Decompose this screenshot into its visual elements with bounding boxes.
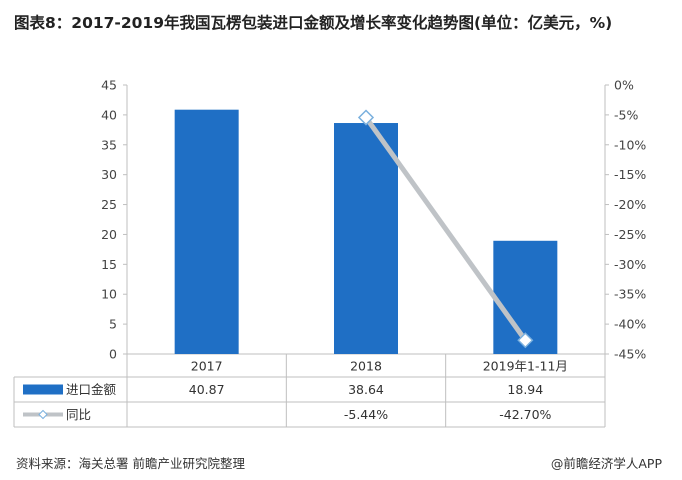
bar-series: [174, 109, 558, 354]
left-axis-tick-label: 35: [101, 137, 117, 152]
right-axis-tick-label: -5%: [614, 107, 638, 122]
right-axis-tick-label: -25%: [614, 227, 646, 242]
right-axis-tick-label: -35%: [614, 287, 646, 302]
left-axis-tick-label: 15: [101, 257, 117, 272]
left-axis-tick-label: 25: [101, 197, 117, 212]
data-label: -42.70%: [499, 407, 551, 422]
line-series: [357, 109, 534, 349]
bar: [174, 109, 239, 354]
left-axis-tick-label: 45: [101, 78, 117, 93]
right-axis-tick-label: 0%: [614, 78, 634, 93]
left-axis-tick-label: 10: [101, 287, 117, 302]
chart-axes: 0 5 10 15 20 25 30 35 40 45 0% -5% -10% -15% -20% -25% -…: [101, 78, 646, 362]
left-axis-tick-label: 0: [109, 347, 117, 362]
right-axis-tick-label: -30%: [614, 257, 646, 272]
left-axis-tick-label: 40: [101, 107, 117, 122]
left-axis-tick-label: 5: [109, 317, 117, 332]
category-label: 2017: [191, 359, 223, 374]
category-label: 2019年1-11月: [483, 359, 568, 374]
data-label: 38.64: [348, 382, 384, 397]
right-axis-tick-label: -15%: [614, 167, 646, 182]
legend-swatch-bar: [23, 384, 63, 395]
right-axis-tick-label: -45%: [614, 347, 646, 362]
data-label: 18.94: [507, 382, 543, 397]
growth-point: [517, 332, 534, 349]
legend-label: 同比: [66, 407, 91, 422]
data-label: -5.44%: [344, 407, 388, 422]
category-label: 2018: [350, 359, 382, 374]
right-axis-tick-label: -20%: [614, 197, 646, 212]
bar: [334, 123, 398, 354]
data-label: 40.87: [189, 382, 225, 397]
growth-line: [363, 116, 528, 342]
source-note: 资料来源：海关总署 前瞻产业研究院整理: [16, 456, 245, 471]
brand-watermark: @前瞻经济学人APP: [550, 456, 662, 471]
right-axis-tick-label: -40%: [614, 317, 646, 332]
left-axis-tick-label: 20: [101, 227, 117, 242]
legend-label: 进口金额: [66, 382, 117, 397]
left-axis-tick-label: 30: [101, 167, 117, 182]
right-axis-tick-label: -10%: [614, 137, 646, 152]
chart-title: 图表8：2017-2019年我国瓦楞包装进口金额及增长率变化趋势图(单位：亿美元…: [14, 14, 613, 32]
legend-swatch-marker: [38, 409, 48, 420]
growth-point: [357, 109, 375, 126]
